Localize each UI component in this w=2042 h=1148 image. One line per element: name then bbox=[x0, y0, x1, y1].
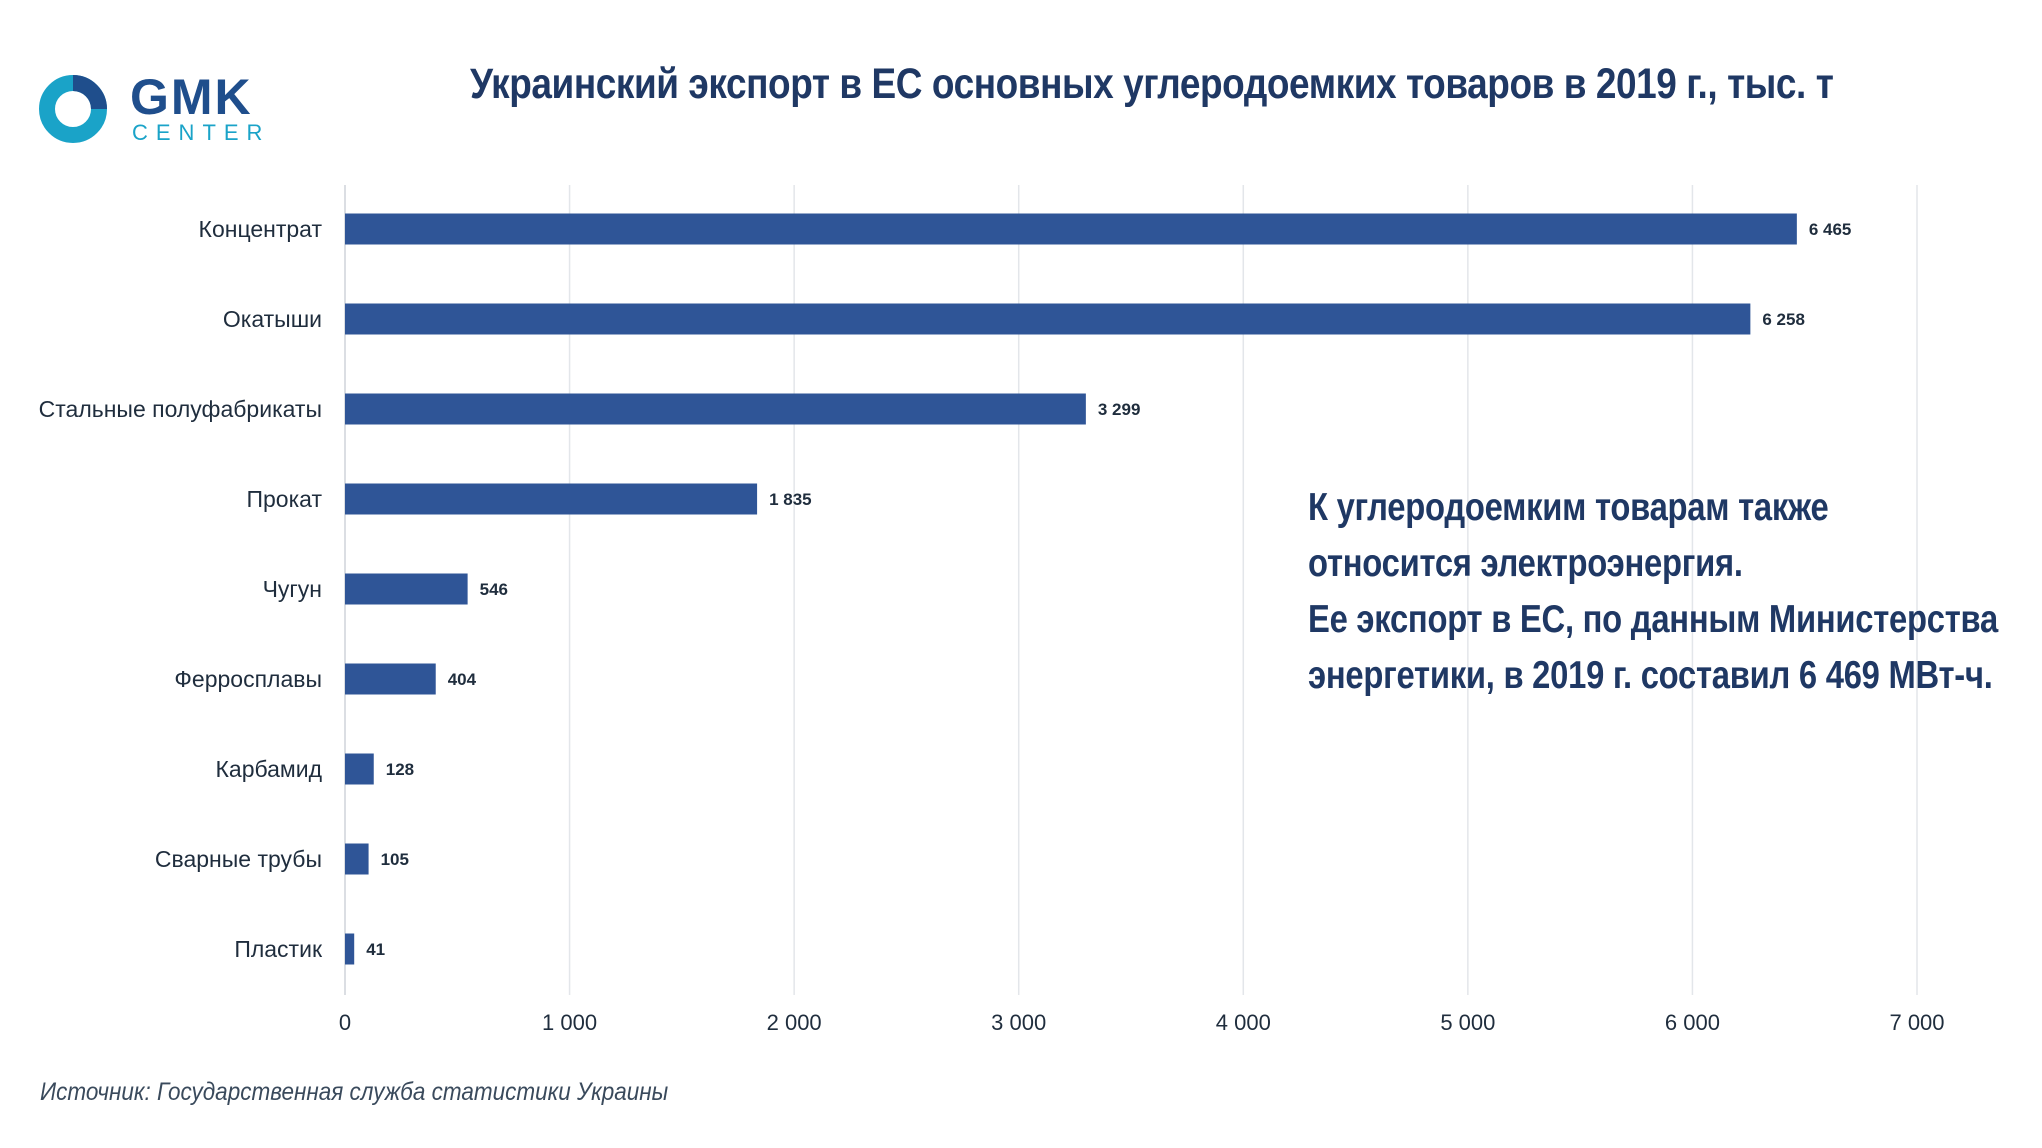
note-line-1: К углеродоемким товарам также bbox=[1308, 486, 1829, 529]
x-tick-label: 5 000 bbox=[1440, 1010, 1495, 1035]
bar bbox=[345, 753, 374, 785]
gmk-center-logo: GMK CENTER bbox=[38, 70, 278, 150]
bar bbox=[345, 573, 468, 605]
chart-title: Украинский экспорт в ЕС основных углерод… bbox=[470, 60, 1834, 108]
x-tick-label: 2 000 bbox=[767, 1010, 822, 1035]
category-label: Окатыши bbox=[223, 306, 322, 332]
x-tick-label: 1 000 bbox=[542, 1010, 597, 1035]
x-tick-label: 4 000 bbox=[1216, 1010, 1271, 1035]
logo-sub: CENTER bbox=[132, 120, 271, 145]
note-line-3: Ее экспорт в ЕС, по данным Министерства bbox=[1308, 598, 1998, 641]
value-label: 128 bbox=[386, 760, 414, 779]
bar bbox=[345, 483, 758, 515]
note-line-2: относится электроэнергия. bbox=[1308, 542, 1743, 585]
category-label: Прокат bbox=[246, 486, 322, 512]
value-label: 1 835 bbox=[769, 490, 812, 509]
x-tick-label: 6 000 bbox=[1665, 1010, 1720, 1035]
category-label: Стальные полуфабрикаты bbox=[39, 396, 322, 422]
value-label: 404 bbox=[448, 670, 477, 689]
bar bbox=[345, 303, 1751, 335]
note-line-4: энергетики, в 2019 г. составил 6 469 МВт… bbox=[1308, 654, 1993, 697]
x-tick-label: 3 000 bbox=[991, 1010, 1046, 1035]
bar bbox=[345, 843, 369, 875]
value-label: 546 bbox=[480, 580, 508, 599]
category-label: Карбамид bbox=[216, 756, 323, 782]
value-label: 3 299 bbox=[1098, 400, 1141, 419]
bar bbox=[345, 663, 436, 695]
value-label: 41 bbox=[366, 940, 385, 959]
value-label: 6 465 bbox=[1809, 220, 1852, 239]
x-tick-label: 7 000 bbox=[1889, 1010, 1944, 1035]
logo-name: GMK bbox=[130, 69, 253, 125]
category-label: Ферросплавы bbox=[174, 666, 322, 692]
value-label: 6 258 bbox=[1762, 310, 1805, 329]
electricity-note: К углеродоемким товарам также относится … bbox=[1308, 480, 1998, 704]
category-label: Сварные трубы bbox=[155, 846, 322, 872]
category-label: Чугун bbox=[263, 576, 322, 602]
bar bbox=[345, 933, 355, 965]
category-label: Пластик bbox=[234, 936, 323, 962]
source-note: Источник: Государственная служба статист… bbox=[40, 1078, 669, 1106]
bar bbox=[345, 393, 1086, 425]
value-label: 105 bbox=[381, 850, 409, 869]
x-tick-label: 0 bbox=[339, 1010, 351, 1035]
bar bbox=[345, 213, 1797, 245]
gmk-center-logo-icon bbox=[39, 75, 107, 143]
category-label: Концентрат bbox=[199, 216, 323, 242]
